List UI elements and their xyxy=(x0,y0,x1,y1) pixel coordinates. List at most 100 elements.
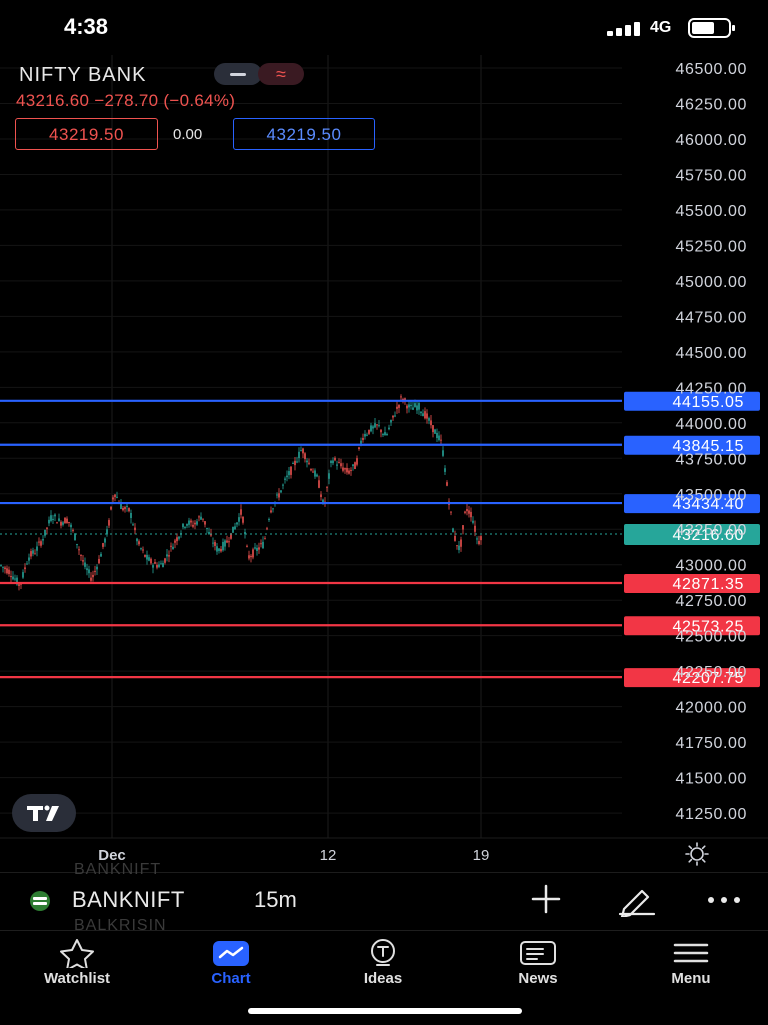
y-tick-label: 45500.00 xyxy=(675,203,747,220)
tab-chart[interactable]: Chart xyxy=(171,934,291,990)
candle-body xyxy=(134,527,136,531)
symbol-scroll-prev: BANKNIFT xyxy=(74,861,162,878)
candle-body xyxy=(204,521,206,525)
candle-body xyxy=(442,450,444,456)
candle-body xyxy=(236,522,238,525)
candle-body xyxy=(252,549,254,558)
candle-body xyxy=(260,543,262,545)
tab-label: Chart xyxy=(211,970,251,987)
candle-body xyxy=(16,577,18,585)
tab-watchlist[interactable]: Watchlist xyxy=(17,934,137,990)
candle-body xyxy=(90,577,92,581)
tab-label: Menu xyxy=(671,970,711,987)
y-tick-label: 46500.00 xyxy=(675,61,747,78)
candle-body xyxy=(48,519,50,524)
candle-body xyxy=(8,569,10,575)
candle-body xyxy=(456,545,458,547)
candle-body xyxy=(314,470,316,477)
symbol-name[interactable]: BANKNIFT xyxy=(72,887,185,912)
status-time: 4:38 xyxy=(64,14,109,39)
drawing-pen-icon[interactable] xyxy=(618,883,656,917)
candle-body xyxy=(222,542,224,551)
y-tick-label: 41250.00 xyxy=(675,806,747,823)
candle-body xyxy=(132,524,134,526)
newspaper-icon xyxy=(520,941,556,965)
star-icon xyxy=(60,939,94,968)
tv-logo-icon xyxy=(27,805,59,821)
candle-body xyxy=(310,468,312,471)
candle-body xyxy=(336,464,338,466)
candle-body xyxy=(464,511,466,513)
candle-body xyxy=(354,462,356,470)
candle-body xyxy=(370,425,372,432)
candle-body xyxy=(114,494,116,498)
candle-body xyxy=(78,549,80,551)
candle-body xyxy=(380,429,382,433)
candle-body xyxy=(258,547,260,550)
candle-body xyxy=(242,516,244,523)
indicator-toggle[interactable]: ≈ xyxy=(258,63,304,85)
candle-body xyxy=(372,426,374,429)
more-options-icon[interactable] xyxy=(704,890,744,910)
candle-body xyxy=(138,541,140,545)
candle-body xyxy=(378,425,380,427)
candle-body xyxy=(240,509,242,515)
candle-body xyxy=(280,490,282,493)
candle-body xyxy=(12,576,14,580)
level-price-label: 42207.75 xyxy=(672,670,744,687)
candle-body xyxy=(84,562,86,567)
level-price-label: 44155.05 xyxy=(672,394,744,411)
x-tick-label: 19 xyxy=(473,847,490,864)
tab-label: Watchlist xyxy=(43,970,111,987)
buy-button[interactable]: 43219.50 xyxy=(233,118,375,150)
interval-selector[interactable]: 15m xyxy=(254,887,297,912)
home-indicator xyxy=(248,1008,522,1014)
candle-body xyxy=(344,468,346,470)
y-tick-label: 46000.00 xyxy=(675,132,747,149)
line-style-toggle[interactable] xyxy=(214,63,262,85)
candle-body xyxy=(156,565,158,568)
add-plus-icon[interactable] xyxy=(530,883,562,915)
tab-news[interactable]: News xyxy=(478,934,598,990)
candle-body xyxy=(276,494,278,496)
tab-menu[interactable]: Menu xyxy=(631,934,751,990)
candle-body xyxy=(108,520,110,526)
chart-settings-icon[interactable] xyxy=(685,842,709,866)
price-chart[interactable]: 44155.05 43845.15 43434.40 42871.35 42573.25… xyxy=(0,0,768,870)
candle-body xyxy=(20,583,22,585)
y-tick-label: 45750.00 xyxy=(675,167,747,184)
y-tick-label: 43750.00 xyxy=(675,451,747,468)
symbol-title[interactable]: NIFTY BANK xyxy=(19,64,147,86)
candle-body xyxy=(248,555,250,559)
candle-body xyxy=(332,460,334,464)
candle-body xyxy=(480,536,482,541)
candle-body xyxy=(154,562,156,564)
candle-body xyxy=(230,533,232,539)
candle-body xyxy=(272,508,274,510)
candle-body xyxy=(294,460,296,466)
x-tick-label: 12 xyxy=(320,847,337,864)
signal-icon xyxy=(607,22,640,36)
gear-ring xyxy=(690,847,704,861)
candle-body xyxy=(34,553,36,555)
candle-body xyxy=(4,567,6,570)
sell-button[interactable]: 43219.50 xyxy=(15,118,158,150)
tradingview-logo[interactable] xyxy=(12,794,76,832)
last-price-tag xyxy=(624,523,760,545)
candle-body xyxy=(444,468,446,472)
tab-ideas[interactable]: Ideas xyxy=(323,934,443,990)
candle-body xyxy=(390,419,392,423)
candle-body xyxy=(238,517,240,522)
candle-body xyxy=(432,425,434,433)
candle-body xyxy=(392,415,394,418)
candle-body xyxy=(130,512,132,518)
level-price-label: 42871.35 xyxy=(672,576,744,593)
y-tick-label: 43000.00 xyxy=(675,558,747,575)
candle-body xyxy=(286,475,288,478)
gear-tooth xyxy=(701,845,706,850)
candle-body xyxy=(320,494,322,498)
candle-body xyxy=(218,548,220,551)
candle-body xyxy=(100,553,102,557)
candle-body xyxy=(472,520,474,523)
candle-body xyxy=(394,415,396,417)
